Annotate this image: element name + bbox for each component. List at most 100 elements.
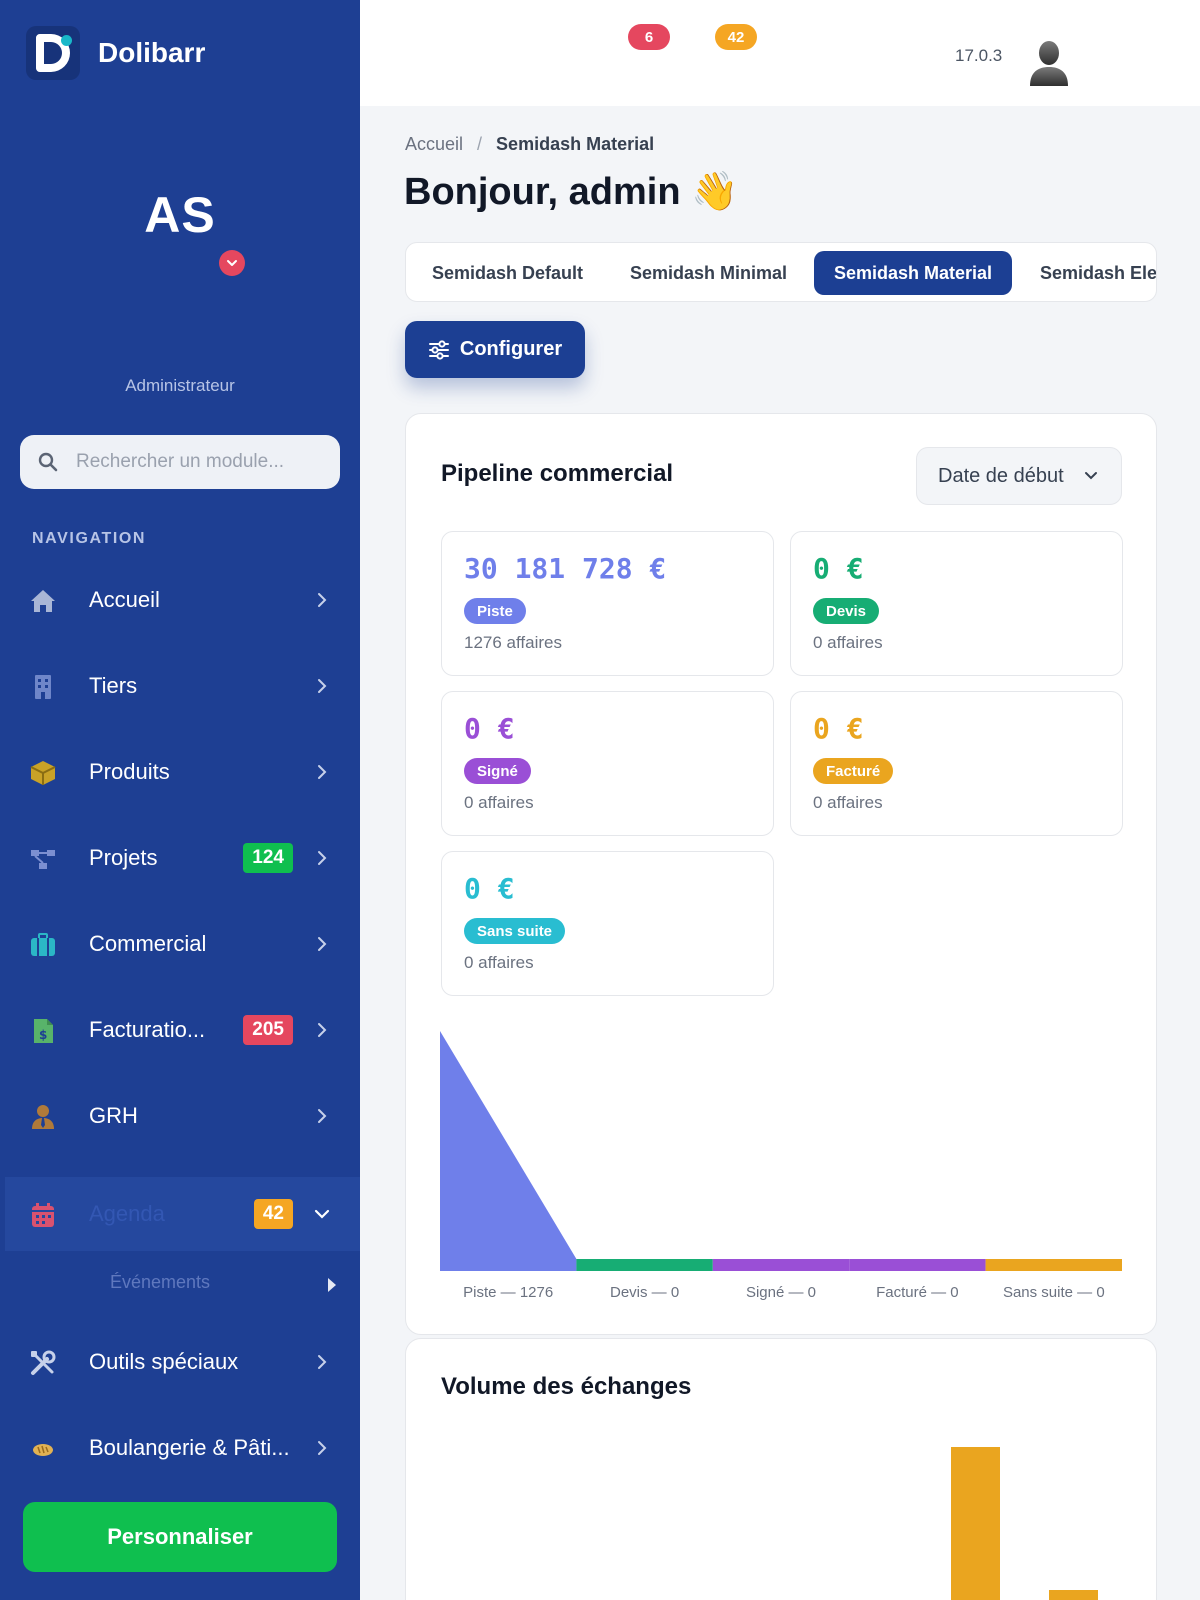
nav-heading: NAVIGATION [32, 530, 147, 547]
nav-item-accueil[interactable]: Accueil [5, 563, 360, 637]
chart-segment-sans-suite [985, 1259, 1122, 1271]
chart-segment-factur- [849, 1259, 986, 1271]
stat-count: 0 affaires [813, 793, 883, 812]
chevron-right-icon [318, 765, 327, 779]
nav-label: Projets [89, 845, 158, 870]
stat-amount: 0 € [464, 872, 515, 905]
brand[interactable]: Dolibarr [26, 26, 205, 80]
nav-item-facturation[interactable]: $ Facturatio... 205 [5, 993, 360, 1067]
nav-item-boulangerie[interactable]: Boulangerie & Pâti... [5, 1411, 360, 1485]
chart-segment-piste [440, 1031, 577, 1271]
building-icon [27, 671, 59, 703]
chevron-right-icon [318, 1023, 327, 1037]
notification-badge-red[interactable]: 6 [628, 24, 670, 50]
volume-card: Volume des échanges [405, 1338, 1157, 1600]
brand-name: Dolibarr [98, 37, 206, 68]
chart-tick-label: Signé — 0 [746, 1284, 816, 1301]
chevron-right-icon [318, 1355, 327, 1369]
chart-tick-label: Piste — 1276 [463, 1284, 553, 1301]
nav-label: Boulangerie & Pâti... [89, 1435, 290, 1460]
nav-item-tiers[interactable]: Tiers [5, 649, 360, 723]
chevron-down-icon [227, 260, 237, 266]
sliders-icon [428, 339, 449, 360]
volume-bar [1049, 1590, 1098, 1600]
breadcrumb-home[interactable]: Accueil [405, 134, 464, 154]
home-icon [27, 585, 59, 617]
projets-count-badge: 124 [243, 843, 293, 873]
stat-card-signe[interactable]: 0 € Signé 0 affaires [441, 691, 774, 836]
stat-count: 0 affaires [464, 953, 534, 972]
configure-label: Configurer [459, 338, 563, 360]
bread-icon [27, 1433, 59, 1465]
nav-item-commercial[interactable]: Commercial [5, 907, 360, 981]
configure-button[interactable]: Configurer [405, 321, 585, 378]
user-avatar-icon[interactable] [1026, 38, 1072, 88]
stat-card-piste[interactable]: 30 181 728 € Piste 1276 affaires [441, 531, 774, 676]
breadcrumb-separator: / [477, 134, 483, 154]
pipeline-card: Pipeline commercial Date de début 30 181… [405, 413, 1157, 1335]
dashboard-tabs: Semidash Default Semidash Minimal Semida… [405, 242, 1157, 302]
stat-card-facture[interactable]: 0 € Facturé 0 affaires [790, 691, 1123, 836]
chevron-right-icon [318, 593, 327, 607]
stat-count: 0 affaires [464, 793, 534, 812]
module-search[interactable] [20, 435, 340, 489]
stat-tag: Signé [464, 758, 531, 784]
project-icon [27, 843, 59, 875]
chevron-right-icon [318, 937, 327, 951]
stat-tag: Piste [464, 598, 526, 624]
nav-label: Outils spéciaux [89, 1349, 239, 1374]
topbar: 6 42 17.0.3 [360, 0, 1200, 106]
tab-semidash-minimal[interactable]: Semidash Minimal [630, 262, 788, 283]
tab-semidash-ele[interactable]: Semidash Ele [1040, 262, 1157, 283]
agenda-count-badge: 42 [253, 1199, 293, 1229]
sidebar: Dolibarr AS Administrateur NAVIGATION Ac… [0, 0, 360, 1600]
stat-amount: 30 181 728 € [464, 552, 667, 585]
stat-card-sans-suite[interactable]: 0 € Sans suite 0 affaires [441, 851, 774, 996]
date-filter-value: Date de début [938, 464, 1064, 487]
tab-semidash-material[interactable]: Semidash Material [814, 251, 1013, 295]
nav-item-outils[interactable]: Outils spéciaux [5, 1325, 360, 1399]
stat-count: 0 affaires [813, 633, 883, 652]
app-version: 17.0.3 [955, 46, 1003, 65]
chart-segment-sign- [712, 1259, 850, 1271]
nav-label: GRH [89, 1103, 138, 1128]
chart-tick-label: Devis — 0 [610, 1284, 679, 1301]
calendar-icon [27, 1199, 59, 1231]
dolibarr-logo-icon [26, 26, 80, 80]
chevron-right-icon [318, 1109, 327, 1123]
tab-semidash-default[interactable]: Semidash Default [432, 262, 584, 283]
chevron-right-icon [318, 679, 327, 693]
nav-label: Produits [89, 759, 170, 784]
nav-item-grh[interactable]: GRH [5, 1079, 360, 1153]
stat-amount: 0 € [464, 712, 515, 745]
pipeline-title: Pipeline commercial [441, 460, 674, 487]
volume-bar [951, 1447, 1000, 1600]
user-initials[interactable]: AS [144, 187, 216, 243]
nav-item-produits[interactable]: Produits [5, 735, 360, 809]
nav-subitem-evenements[interactable]: Événements [110, 1272, 211, 1292]
stat-card-devis[interactable]: 0 € Devis 0 affaires [790, 531, 1123, 676]
nav-item-agenda[interactable]: Agenda 42 [5, 1177, 360, 1251]
user-menu-toggle[interactable] [219, 250, 245, 276]
breadcrumb-current: Semidash Material [496, 134, 655, 154]
notification-badge-orange[interactable]: 42 [715, 24, 757, 50]
user-role: Administrateur [125, 376, 235, 395]
nav-label: Commercial [89, 931, 207, 956]
date-filter-select[interactable]: Date de début [916, 447, 1122, 505]
invoice-icon: $ [27, 1015, 59, 1047]
chart-segment-devis [576, 1259, 713, 1271]
svg-text:$: $ [39, 1028, 47, 1042]
chart-tick-label: Facturé — 0 [876, 1284, 959, 1301]
chevron-down-icon [1085, 472, 1097, 480]
stat-tag: Sans suite [464, 918, 566, 944]
nav-item-projets[interactable]: Projets 124 [5, 821, 360, 895]
caret-right-icon [328, 1278, 336, 1292]
nav-label: Accueil [89, 587, 160, 612]
nav-label: Facturatio... [89, 1017, 206, 1042]
search-input[interactable] [76, 451, 326, 473]
chevron-down-icon [314, 1209, 330, 1219]
page-title: Bonjour, admin 👋 [404, 171, 739, 213]
user-tie-icon [27, 1101, 59, 1133]
customize-button[interactable]: Personnaliser [23, 1502, 337, 1572]
box-icon [27, 757, 59, 789]
